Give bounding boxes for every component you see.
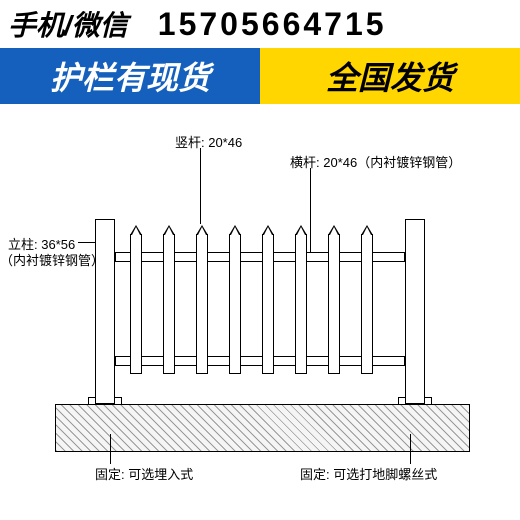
leader-fix-right: [410, 434, 411, 464]
banner-shipping: 全国发货: [260, 48, 520, 104]
leader-fix-left: [110, 434, 111, 464]
picket: [328, 234, 340, 374]
picket: [130, 234, 142, 374]
picket: [262, 234, 274, 374]
phone-number: 15705664715: [158, 6, 387, 43]
label-horizontal-bar: 横杆: 20*46（内衬镀锌钢管）: [290, 152, 461, 171]
leader-vertical: [200, 148, 201, 224]
contact-label: 手机/微信: [8, 4, 128, 44]
post-right: [405, 219, 425, 404]
fence-diagram: 竖杆: 20*46 横杆: 20*46（内衬镀锌钢管） 立柱: 36*56 （内…: [0, 104, 520, 520]
label-post-note: （内衬镀锌钢管）: [0, 250, 104, 269]
picket: [163, 234, 175, 374]
leader-horizontal: [310, 168, 311, 256]
base-slab: [55, 404, 470, 452]
label-vertical-bar: 竖杆: 20*46: [175, 132, 242, 151]
label-fix-right: 固定: 可选打地脚螺丝式: [300, 464, 437, 483]
leader-post: [78, 242, 96, 243]
banner-stock: 护栏有现货: [0, 48, 260, 104]
picket: [229, 234, 241, 374]
post-left: [95, 219, 115, 404]
picket: [196, 234, 208, 374]
label-fix-left: 固定: 可选埋入式: [95, 464, 193, 483]
picket: [295, 234, 307, 374]
picket: [361, 234, 373, 374]
